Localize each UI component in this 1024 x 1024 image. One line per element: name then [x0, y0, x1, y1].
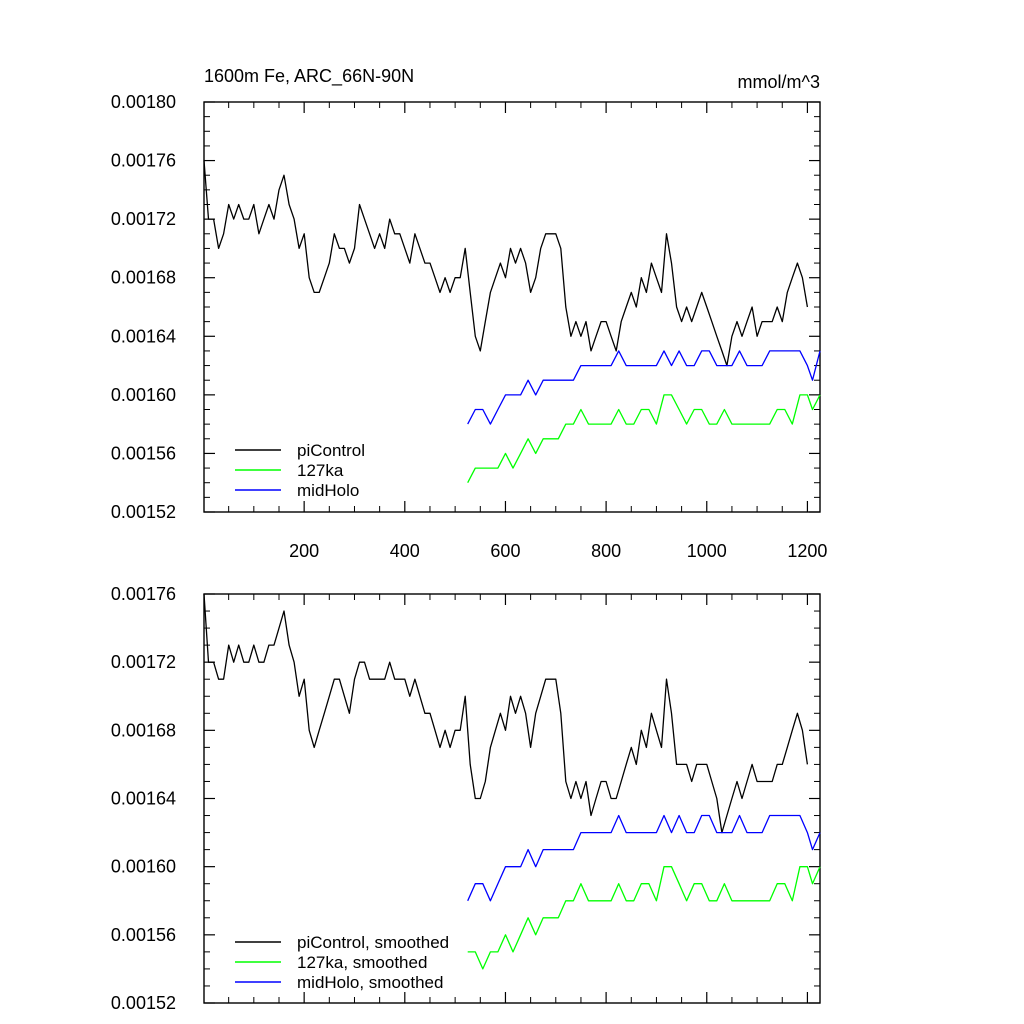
series-line-127ka-smoothed [467, 866, 821, 970]
legend-label: 127ka, smoothed [297, 953, 427, 972]
y-tick-label: 0.00168 [111, 720, 176, 740]
y-tick-label: 0.00160 [111, 857, 176, 877]
y-tick-label: 0.00156 [111, 925, 176, 945]
series-line-picontrol [203, 160, 809, 367]
y-tick-label: 0.00172 [111, 209, 176, 229]
x-tick-label: 600 [490, 541, 520, 561]
x-tick-label: 1000 [687, 541, 727, 561]
x-tick-label: 800 [591, 541, 621, 561]
x-tick-label: 200 [289, 541, 319, 561]
y-tick-label: 0.00156 [111, 443, 176, 463]
y-tick-label: 0.00164 [111, 789, 176, 809]
y-tick-label: 0.00176 [111, 151, 176, 171]
y-tick-label: 0.00152 [111, 502, 176, 522]
series-line-midholo-smoothed [467, 814, 821, 902]
series-line-127ka [467, 394, 821, 484]
y-tick-label: 0.00176 [111, 584, 176, 604]
legend-label: 127ka [297, 461, 344, 480]
legend-label: midHolo, smoothed [297, 973, 443, 992]
x-tick-label: 1200 [787, 541, 827, 561]
y-tick-label: 0.00164 [111, 326, 176, 346]
x-tick-label: 400 [390, 541, 420, 561]
legend-label: piControl, smoothed [297, 933, 449, 952]
legend-label: midHolo [297, 481, 359, 500]
top-panel: 0.00152 0.00156 0.00160 0.00164 0.00168 0.001… [111, 92, 828, 561]
y-tick-label: 0.00168 [111, 268, 176, 288]
legend-label: piControl [297, 441, 365, 460]
y-tick-label: 0.00172 [111, 652, 176, 672]
chart-title: 1600m Fe, ARC_66N-90N [204, 66, 414, 87]
y-tick-label: 0.00152 [111, 993, 176, 1013]
y-tick-label: 0.00180 [111, 92, 176, 112]
series-line-picontrol-smoothed [203, 593, 809, 834]
series-line-midholo [467, 350, 821, 425]
bottom-panel: 0.00152 0.00156 0.00160 0.00164 0.00168 0.001… [111, 584, 821, 1013]
units-label: mmol/m^3 [738, 72, 820, 92]
y-tick-label: 0.00160 [111, 385, 176, 405]
